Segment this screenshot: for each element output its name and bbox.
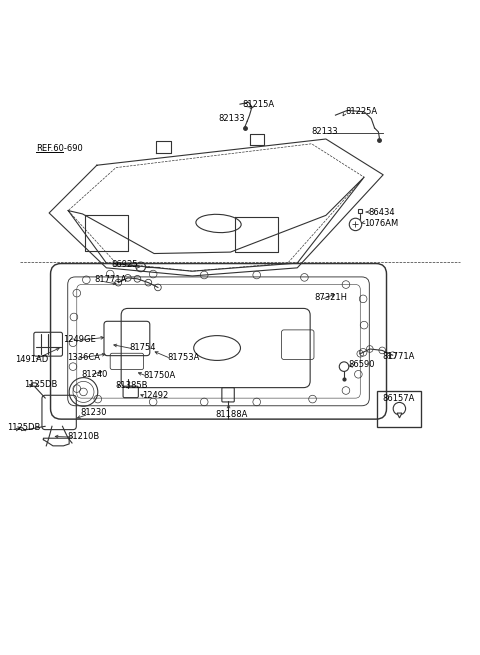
Text: 82133: 82133 (312, 127, 338, 136)
Text: 81188A: 81188A (215, 410, 248, 419)
Text: 81225A: 81225A (345, 107, 377, 116)
Text: 1125DB: 1125DB (24, 381, 58, 389)
Text: 81230: 81230 (80, 408, 107, 417)
Text: 81771A: 81771A (95, 275, 127, 284)
Text: 81240: 81240 (82, 370, 108, 379)
Text: 1249GE: 1249GE (63, 335, 96, 344)
Text: 86434: 86434 (369, 208, 396, 217)
Text: 81771A: 81771A (382, 352, 415, 361)
Bar (377, 391, 421, 427)
Text: 81750A: 81750A (144, 371, 176, 380)
Text: 1336CA: 1336CA (67, 352, 100, 362)
Text: 81215A: 81215A (242, 100, 275, 109)
Text: 86590: 86590 (349, 360, 375, 369)
Text: 12492: 12492 (142, 391, 168, 400)
Text: 81753A: 81753A (168, 352, 200, 362)
Text: 87321H: 87321H (314, 293, 347, 303)
Text: 82133: 82133 (218, 114, 245, 123)
Text: 86157A: 86157A (383, 394, 415, 403)
Text: 81754: 81754 (129, 343, 156, 352)
Text: REF.60-690: REF.60-690 (36, 144, 83, 153)
Text: 1491AD: 1491AD (15, 356, 48, 364)
Text: 86925: 86925 (111, 260, 138, 269)
Text: 81385B: 81385B (115, 381, 147, 390)
Text: 1076AM: 1076AM (364, 219, 398, 228)
Text: 81210B: 81210B (67, 432, 99, 441)
Text: 1125DB: 1125DB (7, 423, 40, 432)
